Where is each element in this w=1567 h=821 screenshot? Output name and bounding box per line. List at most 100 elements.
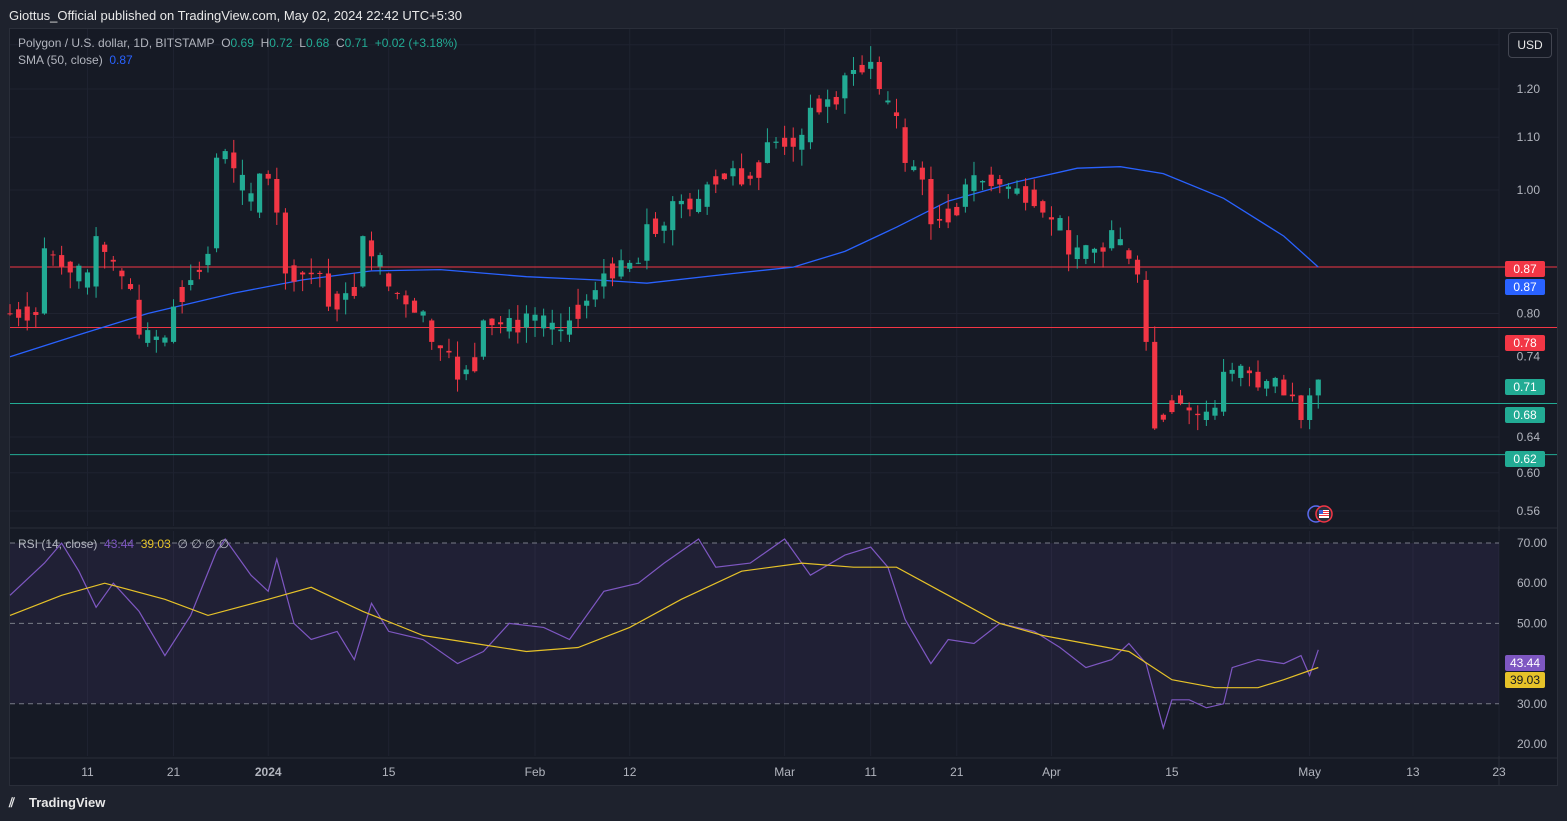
value-tag-text: 39.03 <box>1510 673 1540 687</box>
rsi-value: 43.44 <box>104 537 135 551</box>
change-value: +0.02 (+3.18%) <box>374 36 458 50</box>
candle-body <box>188 280 194 285</box>
candle-body <box>893 112 900 117</box>
candle-body <box>936 218 943 221</box>
sma-legend[interactable]: SMA (50, close) 0.87 <box>18 53 133 67</box>
candle-body <box>394 292 400 294</box>
x-tick-label: Apr <box>1042 765 1061 779</box>
symbol-legend[interactable]: Polygon / U.S. dollar, 1D, BITSTAMP O0.6… <box>18 36 457 50</box>
flag-event-icon[interactable] <box>1307 504 1337 524</box>
rsi-ma-line <box>9 562 1319 689</box>
x-tick-label: 11 <box>864 765 877 779</box>
candle-body <box>945 208 951 223</box>
candle-body <box>575 304 581 319</box>
candle-body <box>136 299 142 335</box>
candle-body <box>274 178 280 213</box>
candle-body <box>980 181 986 183</box>
price-tick-label: 0.60 <box>1517 466 1541 480</box>
candle-body <box>1048 217 1055 220</box>
candle-body <box>1298 395 1304 421</box>
value-tag-bg <box>1505 279 1545 295</box>
candle-body <box>1152 341 1158 429</box>
candle-body <box>248 193 254 202</box>
rsi-tick-label: 30.00 <box>1517 697 1547 711</box>
candle-body <box>343 293 349 300</box>
candle-body <box>730 168 736 177</box>
value-tag-bg <box>1505 407 1545 423</box>
sma-label: SMA (50, close) <box>18 53 103 67</box>
candle-body <box>76 265 82 282</box>
candle-body <box>885 100 891 103</box>
candle-body <box>1100 247 1106 252</box>
value-tag-text: 0.62 <box>1513 452 1537 466</box>
price-tick-label: 0.56 <box>1517 504 1541 518</box>
candle-body <box>145 330 151 343</box>
candle-body <box>584 300 590 306</box>
sma-value: 0.87 <box>109 53 133 67</box>
candle-body <box>816 98 822 113</box>
rsi-legend[interactable]: RSI (14, close) 43.44 39.03 ∅ ∅ ∅ ∅ <box>18 537 229 551</box>
candle-body <box>635 262 641 264</box>
rsi-tick-label: 50.00 <box>1517 616 1547 630</box>
candle-body <box>41 248 48 314</box>
value-tag-bg <box>1505 335 1545 351</box>
x-tick-label: Feb <box>525 765 546 779</box>
tv-logo-text: TradingView <box>29 795 106 810</box>
candle-body <box>954 206 960 216</box>
x-tick-label: 15 <box>1165 765 1179 779</box>
rsi-tick-label: 70.00 <box>1517 536 1547 550</box>
close-value: 0.71 <box>344 36 369 50</box>
candle-body <box>1143 279 1149 342</box>
x-tick-label: May <box>1298 765 1321 779</box>
candle-body <box>1264 381 1270 389</box>
value-tag-bg <box>1505 261 1545 277</box>
candle-body <box>919 167 925 180</box>
candle-body <box>1091 248 1098 253</box>
sma-line <box>9 166 1319 358</box>
candle-body <box>1255 371 1261 388</box>
price-tick-label: 1.10 <box>1517 130 1541 144</box>
candle-body <box>110 259 116 262</box>
candle-body <box>799 134 805 150</box>
candle-body <box>196 269 202 272</box>
candle-body <box>713 176 719 185</box>
candle-body <box>1083 245 1089 259</box>
candle-body <box>1177 395 1184 404</box>
candle-body <box>265 173 271 179</box>
candle-body <box>1307 395 1313 421</box>
candle-body <box>454 356 461 380</box>
candle-body <box>618 260 624 277</box>
candle-body <box>747 175 753 179</box>
candle-body <box>549 322 555 330</box>
candle-body <box>334 293 340 310</box>
candle-body <box>67 261 73 273</box>
candle-body <box>721 173 727 180</box>
candle-body <box>782 137 788 147</box>
candle-body <box>1066 230 1072 255</box>
candle-body <box>644 224 650 261</box>
candle-body <box>282 212 289 274</box>
x-tick-label: 13 <box>1406 765 1420 779</box>
candle-body <box>670 201 676 231</box>
candle-body <box>868 61 874 69</box>
published-banner: Giottus_Official published on TradingVie… <box>0 0 1567 28</box>
candle-body <box>807 107 814 143</box>
candle-body <box>420 311 426 316</box>
candle-body <box>231 152 237 169</box>
candle-body <box>446 350 452 353</box>
candle-body <box>84 272 91 288</box>
candle-body <box>368 240 375 257</box>
tradingview-logo[interactable]: ⫽ TradingView <box>9 795 105 811</box>
candle-body <box>463 369 469 375</box>
candle-body <box>325 273 332 307</box>
candle-body <box>506 317 512 332</box>
x-tick-label: 12 <box>623 765 637 779</box>
candle-body <box>1040 201 1046 213</box>
candle-body <box>756 162 762 178</box>
candle-body <box>351 286 357 296</box>
candle-body <box>609 263 616 279</box>
candle-body <box>1126 250 1132 259</box>
currency-button[interactable]: USD <box>1508 32 1552 58</box>
value-tag-text: 0.71 <box>1513 380 1537 394</box>
